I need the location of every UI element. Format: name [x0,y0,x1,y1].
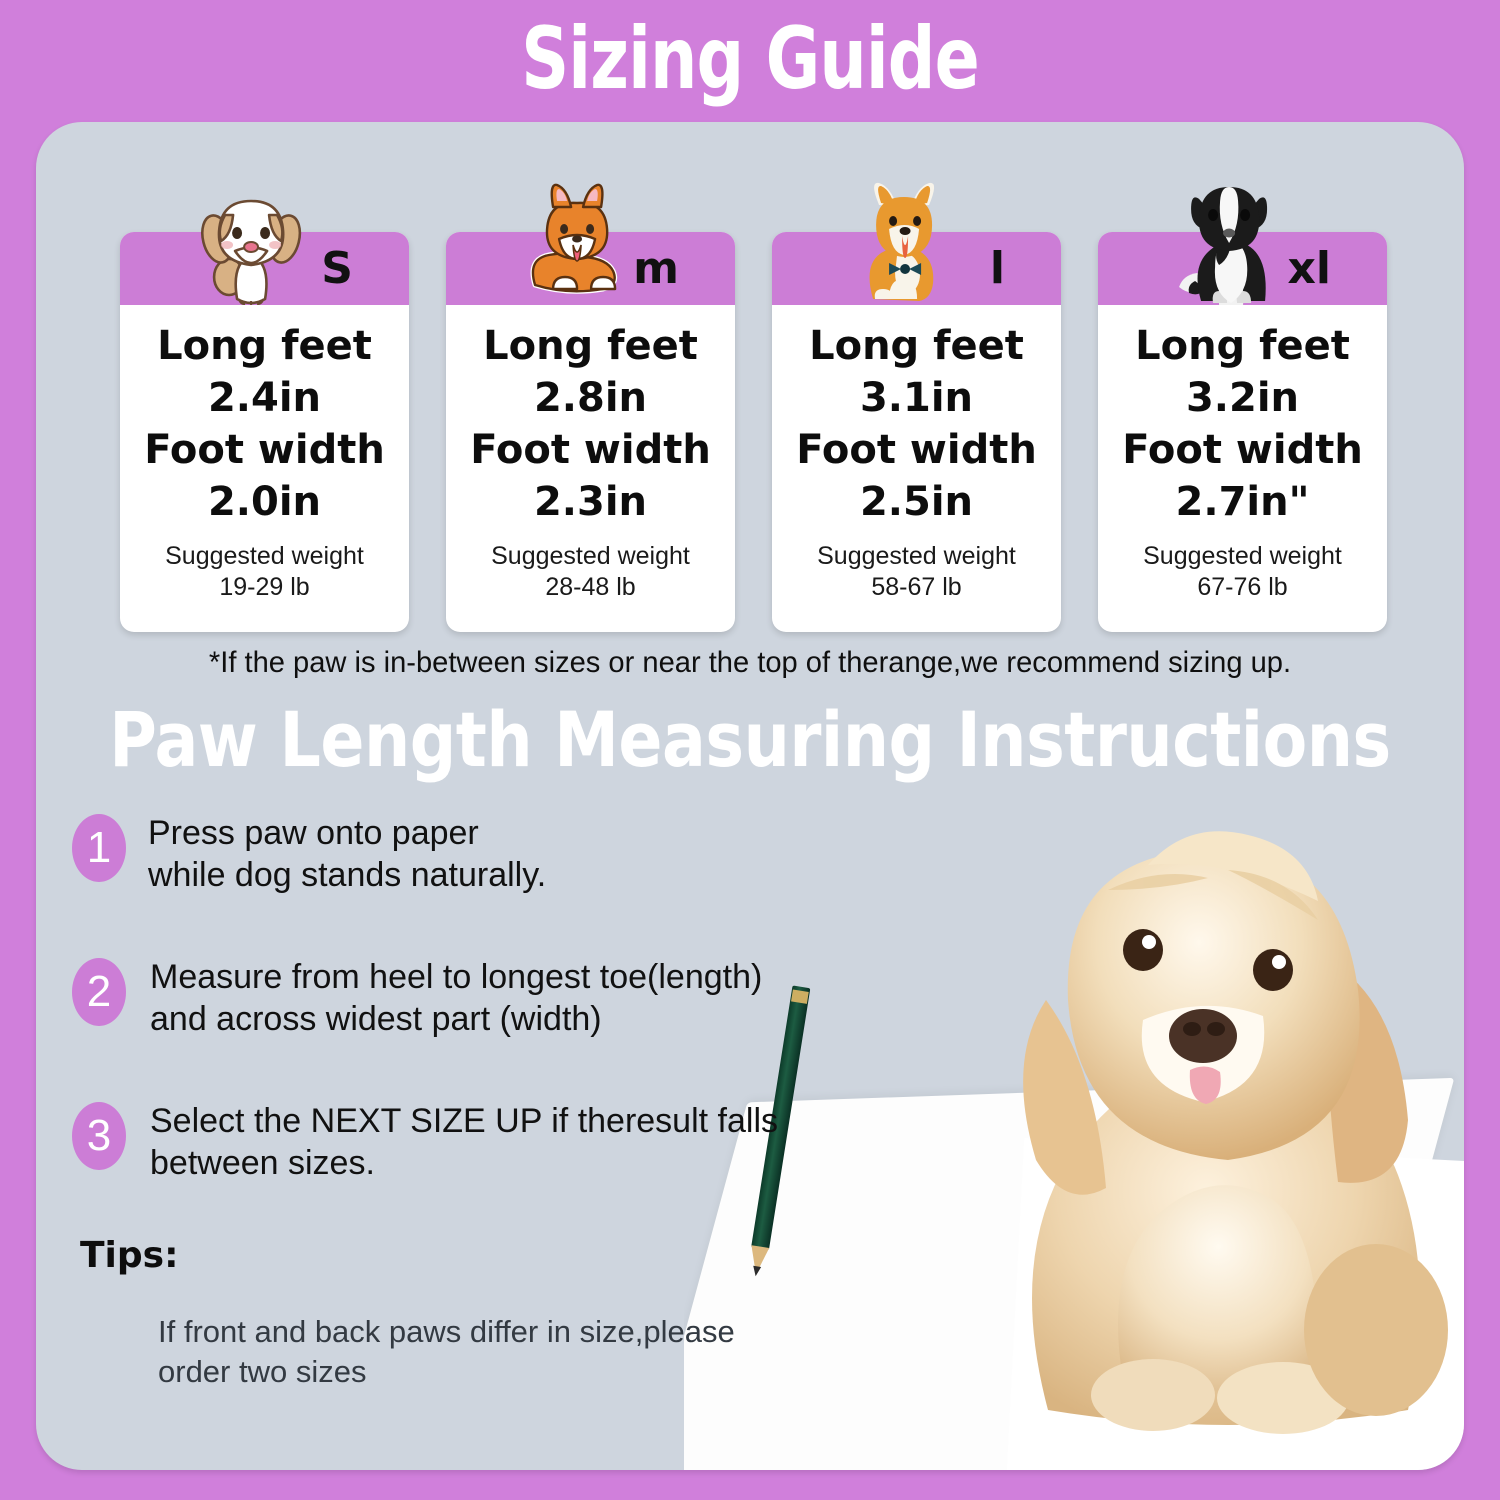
step-line-2: while dog stands naturally. [148,856,547,894]
foot-width-value: 2.7in" [1175,479,1310,525]
corgi-lying-icon [519,181,635,307]
step-line-2: and across widest part (width) [150,1000,602,1038]
long-feet-label: Long feet [483,323,698,369]
tips-line-1: If front and back paws differ in size,pl… [158,1314,735,1349]
title-bar: Sizing Guide [0,0,1500,118]
content-panel: S Long feet 2.4in Foot width 2.0in Sugge… [36,122,1464,1470]
size-card-header: m [446,183,735,305]
suggested-weight-value: 19-29 lb [219,573,310,601]
size-card-body: Long feet 3.1in Foot width 2.5in Suggest… [772,305,1061,632]
measuring-photo [684,750,1464,1470]
tips-section: Tips: If front and back paws differ in s… [80,1234,840,1392]
sizing-note: *If the paw is in-between sizes or near … [208,646,1292,679]
step-line-2: between sizes. [150,1144,375,1182]
size-card-xl[interactable]: xl Long feet 3.2in Foot width 2.7in" Sug… [1098,187,1387,632]
suggested-weight-label: Suggested weight [1143,542,1342,570]
long-feet-value: 3.1in [859,375,974,421]
shih-tzu-icon [193,181,309,307]
instructions-heading: Paw Length Measuring Instructions [109,695,1391,784]
foot-width-label: Foot width [144,427,385,473]
step-number-badge: 3 [72,1102,126,1170]
step-number-badge: 2 [72,958,126,1026]
long-feet-label: Long feet [157,323,372,369]
foot-width-label: Foot width [796,427,1037,473]
size-label: xl [1287,242,1331,294]
step-text: Measure from heel to longest toe(length)… [150,956,762,1040]
size-cards: S Long feet 2.4in Foot width 2.0in Sugge… [120,182,1420,632]
step-number-badge: 1 [72,814,126,882]
size-card-body: Long feet 2.8in Foot width 2.3in Suggest… [446,305,735,632]
foot-width-label: Foot width [470,427,711,473]
page-title: Sizing Guide [521,9,979,109]
size-card-body: Long feet 2.4in Foot width 2.0in Suggest… [120,305,409,632]
size-label: S [321,242,353,294]
size-card-header: S [120,199,409,305]
size-card-header: l [772,182,1061,305]
step-line-1: Select the NEXT SIZE UP if theresult fal… [150,1102,779,1140]
suggested-weight-value: 67-76 lb [1197,573,1288,601]
border-collie-icon [1171,181,1287,307]
long-feet-value: 2.4in [207,375,322,421]
suggested-weight-label: Suggested weight [165,542,364,570]
size-card-l[interactable]: l Long feet 3.1in Foot width 2.5in Sugge… [772,182,1061,632]
suggested-weight-label: Suggested weight [817,542,1016,570]
step-text: Select the NEXT SIZE UP if theresult fal… [150,1100,778,1184]
foot-width-value: 2.0in [207,479,322,525]
step-item: 1 Press paw onto paper while dog stands … [72,812,832,896]
suggested-weight-label: Suggested weight [491,542,690,570]
tips-body: If front and back paws differ in size,pl… [158,1312,840,1392]
instruction-steps: 1 Press paw onto paper while dog stands … [72,812,832,1244]
long-feet-label: Long feet [1135,323,1350,369]
corgi-sitting-icon [845,181,961,307]
long-feet-value: 3.2in [1185,375,1300,421]
foot-width-value: 2.5in [859,479,974,525]
step-text: Press paw onto paper while dog stands na… [148,812,546,896]
long-feet-label: Long feet [809,323,1024,369]
size-label: m [633,242,679,294]
step-item: 2 Measure from heel to longest toe(lengt… [72,956,832,1040]
suggested-weight-value: 58-67 lb [871,573,962,601]
size-card-body: Long feet 3.2in Foot width 2.7in" Sugges… [1098,305,1387,632]
size-label: l [989,242,1005,294]
step-item: 3 Select the NEXT SIZE UP if theresult f… [72,1100,832,1184]
step-line-1: Measure from heel to longest toe(length) [150,958,763,996]
suggested-weight-value: 28-48 lb [545,573,636,601]
tips-title: Tips: [80,1235,179,1276]
foot-width-label: Foot width [1122,427,1363,473]
step-line-1: Press paw onto paper [148,814,479,852]
size-card-m[interactable]: m Long feet 2.8in Foot width 2.3in Sugge… [446,183,735,632]
foot-width-value: 2.3in [533,479,648,525]
size-card-header: xl [1098,187,1387,305]
tips-line-2: order two sizes [158,1354,367,1389]
puppy-photo [898,770,1458,1460]
size-card-s[interactable]: S Long feet 2.4in Foot width 2.0in Sugge… [120,199,409,632]
long-feet-value: 2.8in [533,375,648,421]
